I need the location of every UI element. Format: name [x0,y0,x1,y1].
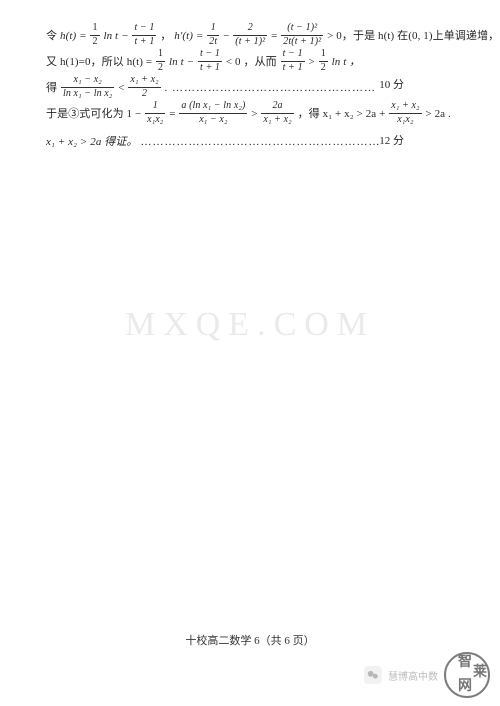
text: 得 [46,82,60,94]
credit-row: 慧博高中数 智 莱 网 [364,652,490,698]
text: 令 [46,30,57,42]
fraction: x₁ − x₂ln x₁ − ln x₂ [61,75,114,99]
score-label: 12 分 [379,132,404,148]
fraction: a (ln x₁ − ln x₂)x₁ − x₂ [179,101,247,125]
wechat-icon [364,666,382,684]
page: MXQE.COM 令 h(t) = 12 ln t − t − 1t + 1 ，… [0,0,500,706]
text: = [271,30,280,42]
text: h'(t) = [174,30,206,42]
fraction: 12t [207,23,219,47]
fraction: x₁ + x₂x₁x₂ [389,101,421,125]
text: 又 h(1)=0，所以 h(t) = [46,56,155,68]
text: h(t) = [60,30,90,42]
math-line-5: x₁ + x₂ > 2a 得证。 …………………………………………………… 12… [46,132,454,153]
fraction: 2(t + 1)² [233,23,267,47]
fraction: 2ax₁ + x₂ [261,101,293,125]
seal-chars: 智 莱 网 [444,652,490,698]
text: > 0，于是 h(t) 在(0, 1)上单调递增， [327,30,499,42]
seal-stamp: 智 莱 网 [444,652,490,698]
text: ln t ， [332,56,361,68]
fraction: 12 [90,23,99,47]
math-line-2: 又 h(1)=0，所以 h(t) = 12 ln t − t − 1t + 1 … [46,50,454,74]
text: > [309,56,318,68]
text: = [169,108,178,120]
fraction: x₁ + x₂2 [128,75,160,99]
fraction: (t − 1)²2t(t + 1)² [281,23,323,47]
fraction: 12 [156,49,165,73]
page-footer: 十校高二数学 6（共 6 页） [0,632,500,648]
text: − [223,30,232,42]
text: < 0 ，从而 [226,56,280,68]
math-line-3: 得 x₁ − x₂ln x₁ − ln x₂ < x₁ + x₂2 . …………… [46,76,454,100]
leader-dots: …………………………………………………… [140,136,380,148]
watermark: MXQE.COM [125,306,375,344]
text: > 2a . [425,108,450,120]
text: ln t − [169,56,197,68]
credit-text: 慧博高中数 [388,668,438,683]
text: x₁ + x₂ > 2a 得证。 [46,136,138,148]
text: 于是③式可化为 1 − [46,108,144,120]
fraction: t − 1t + 1 [281,49,305,73]
fraction: 12 [319,49,328,73]
math-line-1: 令 h(t) = 12 ln t − t − 1t + 1 ， h'(t) = … [46,24,454,48]
fraction: 1x₁x₂ [145,101,165,125]
text: ln t − [103,30,131,42]
text: < [118,82,127,94]
text: > [251,108,260,120]
text: ， [160,30,174,42]
fraction: t − 1t + 1 [198,49,222,73]
math-line-4: 于是③式可化为 1 − 1x₁x₂ = a (ln x₁ − ln x₂)x₁ … [46,102,454,126]
text: ，得 x₁ + x₂ > 2a + [298,108,389,120]
score-label: 10 分 [379,76,404,92]
leader-dots: . …………………………………………… [165,82,377,94]
fraction: t − 1t + 1 [132,23,156,47]
